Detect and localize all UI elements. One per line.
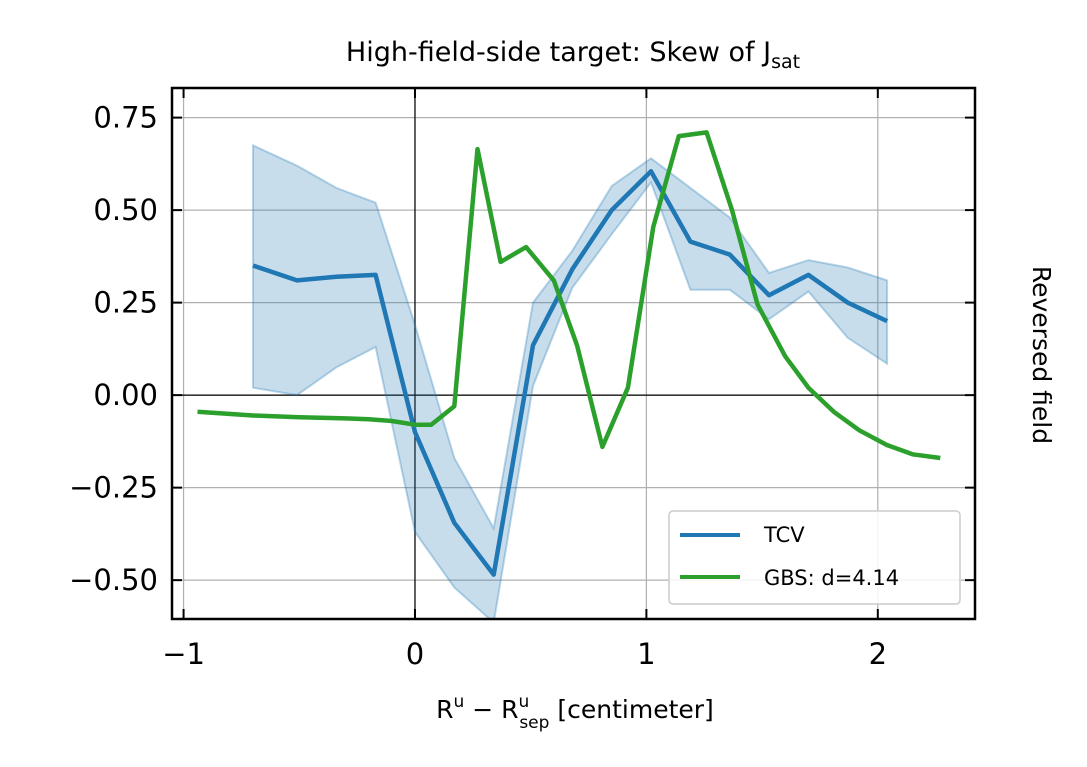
tcv-line (252, 169, 889, 577)
tick-layer: −1 0 1 2 0.75 0.50 0.25 0.00 −0.25 −0.50 (69, 88, 975, 671)
x-tick-label: 1 (637, 637, 655, 671)
gbs-line (197, 130, 941, 461)
x-tick-label: 0 (406, 637, 424, 671)
uncertainty-band (252, 143, 889, 619)
y-tick-label: 0.25 (93, 286, 158, 320)
x-tick-label: −1 (162, 637, 205, 671)
y-tick-label: 0.50 (93, 193, 158, 227)
legend-box (668, 510, 961, 605)
y-tick-label: 0.75 (93, 101, 158, 135)
series-layer (197, 130, 941, 577)
y-tick-label: 0.00 (93, 378, 158, 412)
y-tick-label: −0.25 (69, 471, 158, 505)
zero-lines (172, 88, 975, 619)
plot-frame (170, 86, 977, 621)
x-tick-label: 2 (869, 637, 887, 671)
side-label: Reversed field (1027, 266, 1056, 444)
legend-label-tcv: TCV (763, 523, 805, 547)
tcv-band (252, 143, 889, 619)
x-axis-label: Ru − Ru sep [centimeter] (436, 692, 714, 733)
legend: TCV GBS: d=4.14 (668, 510, 961, 605)
legend-label-gbs: GBS: d=4.14 (764, 566, 899, 590)
chart-title: High-field-side target: Skew of Jsat (346, 37, 800, 73)
y-tick-label: −0.50 (69, 563, 158, 597)
